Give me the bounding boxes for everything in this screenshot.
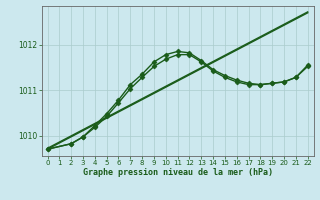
X-axis label: Graphe pression niveau de la mer (hPa): Graphe pression niveau de la mer (hPa) (83, 168, 273, 177)
